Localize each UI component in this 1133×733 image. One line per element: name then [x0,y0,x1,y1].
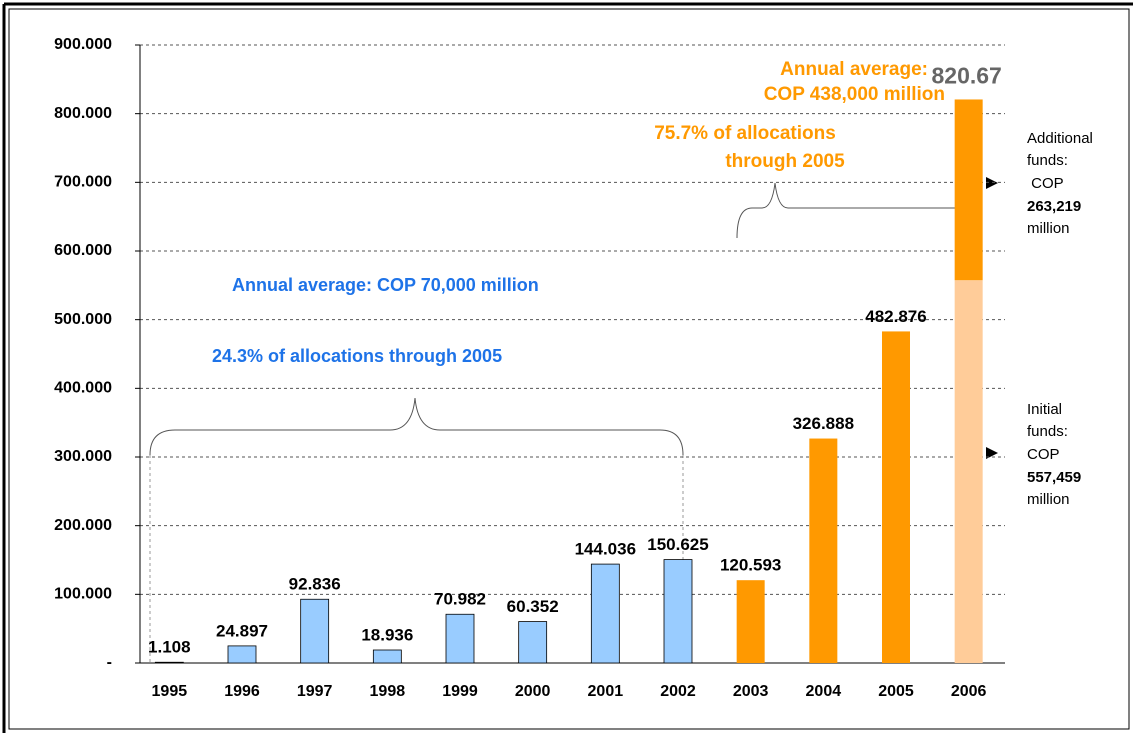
side-note: funds: [1027,423,1068,440]
bar [663,559,693,664]
y-tick-label: 500.000 [54,311,112,328]
side-note: Initial [1027,401,1062,418]
side-note: funds: [1027,152,1068,169]
bar [736,580,765,663]
data-label: 92.836 [289,575,341,594]
side-note: COP [1027,446,1060,463]
data-label: 60.352 [507,597,559,616]
x-tick-label: 2002 [660,683,696,700]
y-tick-label: 700.000 [54,174,112,191]
x-tick-label: 1997 [297,683,333,700]
bar [518,621,548,664]
brace [149,397,684,456]
data-label: 326.888 [793,414,854,433]
total-label: 820.67 [931,63,1001,89]
y-tick-label: - [107,654,112,671]
side-note: million [1027,220,1070,237]
x-tick-label: 2005 [878,683,914,700]
y-tick-label: 200.000 [54,517,112,534]
bar [445,613,475,664]
data-label: 24.897 [216,621,268,640]
x-tick-label: 1996 [224,683,260,700]
data-label: 1.108 [148,638,191,657]
annotation: Annual average: [780,59,928,80]
arrow [986,447,998,459]
y-tick-label: 900.000 [54,36,112,53]
y-tick-label: 100.000 [54,586,112,603]
annotation: Annual average: COP 70,000 million [232,275,539,295]
y-tick-label: 800.000 [54,105,112,122]
bar [590,563,620,664]
x-tick-label: 2004 [806,683,842,700]
side-note: 557,459 [1027,469,1081,486]
annotation: 24.3% of allocations through 2005 [212,346,502,366]
bar [300,598,330,664]
x-tick-label: 1998 [370,683,406,700]
bar [372,649,402,664]
x-tick-label: 2003 [733,683,769,700]
data-label: 150.625 [647,535,708,554]
y-tick-label: 400.000 [54,380,112,397]
data-label: 120.593 [720,556,781,575]
y-tick-label: 300.000 [54,448,112,465]
arrow [986,177,998,189]
side-note: million [1027,491,1070,508]
x-tick-label: 1995 [152,683,188,700]
annotation: through 2005 [725,151,845,172]
bar [227,645,257,664]
frame [8,8,1130,730]
bar [154,661,184,664]
data-label: 144.036 [575,540,636,559]
x-tick-label: 2000 [515,683,551,700]
side-note: 263,219 [1027,198,1081,215]
x-tick-label: 1999 [442,683,478,700]
data-label: 70.982 [434,590,486,609]
x-tick-label: 2006 [951,683,987,700]
data-label: 18.936 [361,625,413,644]
y-tick-label: 600.000 [54,242,112,259]
data-label: 482.876 [865,307,926,326]
x-tick-label: 2001 [588,683,624,700]
brace [736,182,979,239]
bar [954,280,983,663]
annotation: COP 438,000 million [764,84,945,105]
side-note: COP [1027,175,1064,192]
bar [954,99,983,281]
side-note: Additional [1027,130,1093,147]
bar [809,438,838,663]
annotation: 75.7% of allocations [654,123,836,144]
bar [882,331,910,663]
